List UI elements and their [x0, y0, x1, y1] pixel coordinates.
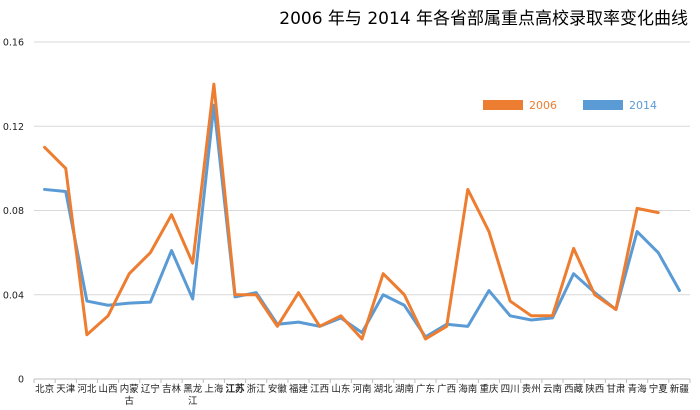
x-tick-label: 西藏 [564, 383, 584, 395]
x-tick-label: 青海 [628, 383, 648, 395]
x-tick-label: 上海 [204, 383, 224, 395]
y-axis-ticks: 0 0.04 0.08 0.12 0.16 [3, 38, 24, 386]
y-tick-label: 0.04 [3, 290, 24, 301]
x-tick-label: 广东 [416, 383, 435, 395]
series-line-2014 [43, 103, 681, 339]
legend-label-2014: 2014 [629, 99, 657, 112]
y-tick-label: 0.16 [3, 38, 24, 49]
x-tick-label: 宁夏 [649, 383, 669, 395]
x-tick-label: 山西 [99, 384, 118, 395]
x-tick-label: 辽宁 [141, 383, 160, 395]
x-tick-label: 陕西 [585, 383, 604, 395]
x-tick-label: 吉林 [162, 383, 182, 395]
series-line-2006 [43, 82, 660, 341]
grid-lines [34, 41, 690, 380]
x-tick-label: 安徽 [268, 383, 288, 395]
y-tick-label: 0.12 [3, 122, 24, 133]
x-tick-label: 海南 [458, 383, 477, 395]
x-tick-label: 新疆 [670, 383, 690, 395]
x-tick-label: 北京 [35, 383, 54, 395]
series-lines [43, 82, 681, 341]
legend-label-2006: 2006 [529, 99, 557, 112]
x-tick-label-cont: 古 [124, 395, 134, 407]
x-tick-label: 浙江 [247, 383, 267, 395]
x-tick-label: 甘肃 [606, 383, 625, 395]
x-tick-label: 江苏 [226, 383, 246, 395]
x-tick-label-cont: 江 [188, 396, 198, 407]
x-tick-label: 山东 [331, 383, 350, 395]
x-tick-label: 湖北 [374, 384, 394, 395]
y-tick-label: 0 [18, 375, 24, 386]
x-tick-label: 四川 [501, 384, 520, 395]
chart-title: 2006 年与 2014 年各省部属重点高校录取率变化曲线 [279, 9, 688, 29]
x-tick-label: 江西 [310, 384, 329, 395]
x-tick-label: 福建 [289, 383, 309, 395]
x-tick-label: 湖南 [395, 383, 414, 395]
x-tick-label: 广西 [437, 383, 456, 395]
x-tick-label: 河北 [77, 383, 97, 395]
x-tick-label: 黑龙 [183, 383, 203, 395]
y-tick-label: 0.08 [3, 206, 24, 217]
x-tick-label: 河南 [352, 383, 371, 395]
x-tick-label: 贵州 [522, 383, 541, 395]
x-tick-label: 天津 [56, 384, 76, 395]
x-tick-label: 云南 [543, 383, 562, 395]
x-tick-label: 重庆 [479, 383, 499, 395]
x-tick-label: 内蒙 [120, 383, 139, 395]
legend: 2006 2014 [483, 99, 657, 112]
